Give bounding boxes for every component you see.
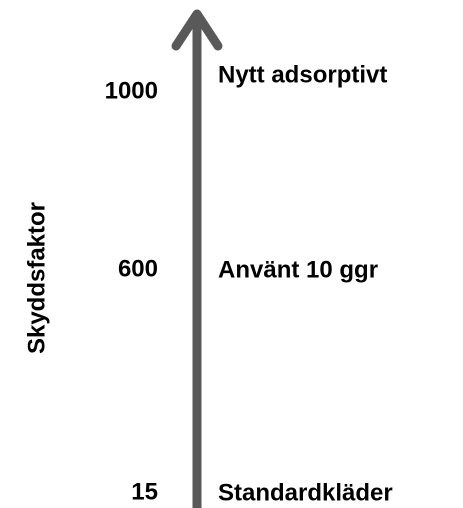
level-label: Använt 10 ggr — [218, 256, 378, 283]
level-label: Standardkläder — [218, 479, 393, 506]
level-value: 600 — [118, 255, 158, 282]
level-value: 1000 — [105, 77, 158, 104]
axis-label: Skyddsfaktor — [23, 202, 50, 354]
level-value: 15 — [131, 478, 158, 505]
level-label: Nytt adsorptivt — [218, 61, 387, 88]
arrow-head — [171, 9, 223, 51]
